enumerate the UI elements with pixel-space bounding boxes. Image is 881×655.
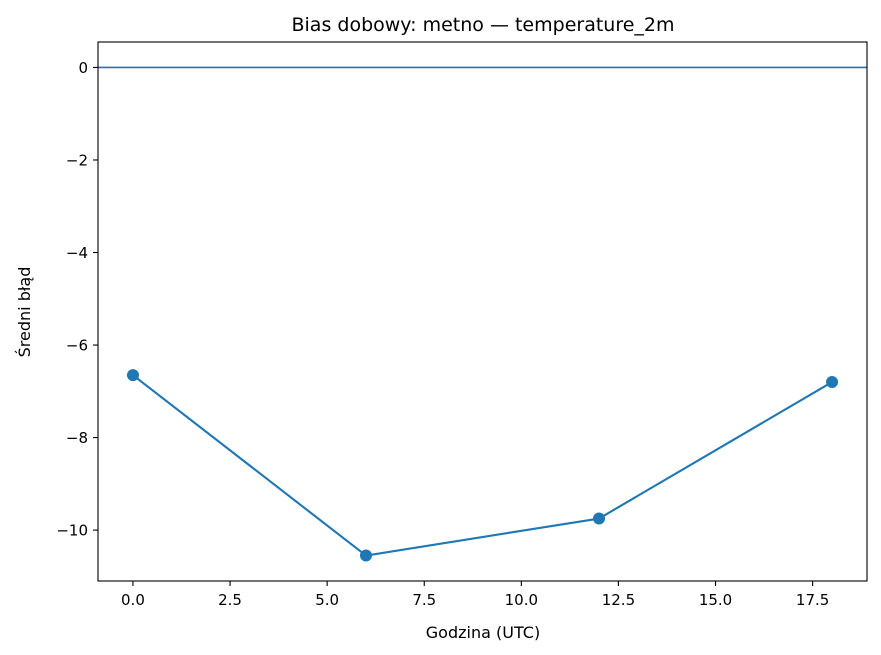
y-axis: 0 −2 −4 −6 −8 −10 <box>56 59 98 540</box>
y-tick-label: 0 <box>78 59 88 77</box>
x-tick-label: 15.0 <box>699 591 732 609</box>
data-point <box>826 376 839 389</box>
x-tick-label: 7.5 <box>412 591 436 609</box>
y-tick-label: −2 <box>66 151 88 169</box>
chart-title: Bias dobowy: metno — temperature_2m <box>291 14 674 36</box>
x-tick-label: 12.5 <box>602 591 635 609</box>
y-tick-label: −10 <box>56 522 88 540</box>
x-tick-label: 10.0 <box>505 591 538 609</box>
series-line <box>131 374 834 557</box>
y-tick-label: −6 <box>66 337 88 355</box>
y-tick-label: −4 <box>66 244 88 262</box>
x-axis-label: Godzina (UTC) <box>426 623 540 642</box>
data-point <box>593 512 606 525</box>
x-tick-label: 17.5 <box>796 591 829 609</box>
axes-frame <box>97 41 868 582</box>
data-point <box>126 369 139 382</box>
x-tick-label: 5.0 <box>315 591 339 609</box>
x-tick-label: 2.5 <box>218 591 242 609</box>
plot-area <box>98 66 867 562</box>
data-point <box>359 549 372 562</box>
x-tick-label: 0.0 <box>121 591 145 609</box>
y-tick-label: −8 <box>66 429 88 447</box>
x-axis: 0.0 2.5 5.0 7.5 10.0 12.5 15.0 17.5 <box>121 581 829 609</box>
y-axis-label: Średni błąd <box>15 267 34 358</box>
